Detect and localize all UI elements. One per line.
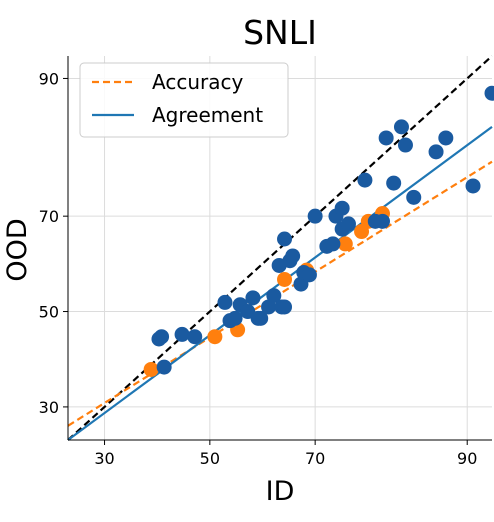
agreement-point [227, 310, 243, 326]
legend: Accuracy Agreement [79, 62, 289, 138]
y-tick-label: 50 [39, 303, 59, 322]
agreement-point [465, 178, 481, 194]
agreement-point [357, 172, 373, 188]
agreement-point [325, 236, 341, 252]
y-tick-label: 70 [39, 207, 59, 226]
agreement-point [174, 326, 190, 342]
accuracy-point [143, 361, 159, 377]
agreement-point [156, 359, 172, 375]
agreement-point [484, 85, 494, 101]
agreement-point [378, 130, 394, 146]
y-tick-label: 90 [39, 69, 59, 88]
accuracy-point [207, 329, 223, 345]
agreement-point [334, 200, 350, 216]
agreement-point [438, 130, 454, 146]
y-tick-label: 30 [39, 398, 59, 417]
accuracy-point [337, 236, 353, 252]
x-tick-label: 90 [457, 449, 477, 468]
agreement-point [277, 231, 293, 247]
chart-title: SNLI [243, 13, 317, 52]
agreement-point [187, 329, 203, 345]
agreement-point [253, 310, 269, 326]
reference-line [67, 55, 493, 441]
agreement-point [374, 213, 390, 229]
x-axis-label: ID [266, 476, 295, 507]
agreement-point [386, 175, 402, 191]
agreement-point [277, 299, 293, 315]
axes: 30 50 70 90 30 50 70 90 [39, 56, 492, 468]
agreement-point [307, 208, 323, 224]
agreement-point [266, 288, 282, 304]
agreement-point [261, 299, 277, 315]
accuracy-point [277, 271, 293, 287]
legend-label-accuracy: Accuracy [152, 70, 243, 94]
agreement-point [406, 189, 422, 205]
data-points [143, 85, 494, 377]
x-tick-label: 70 [305, 449, 325, 468]
agreement-point [301, 267, 317, 283]
agreement-point [154, 329, 170, 345]
agreement-point [245, 290, 261, 306]
agreement-point [285, 248, 301, 264]
y-axis-label: OOD [2, 218, 33, 281]
agreement-point [397, 137, 413, 153]
agreement-point [217, 294, 233, 310]
agreement-point [340, 216, 356, 232]
agreement-point [428, 144, 444, 160]
accuracy-fit-line [67, 160, 493, 427]
agreement-point [393, 119, 409, 135]
x-tick-label: 30 [94, 449, 114, 468]
x-tick-label: 50 [200, 449, 220, 468]
legend-label-agreement: Agreement [152, 103, 263, 127]
